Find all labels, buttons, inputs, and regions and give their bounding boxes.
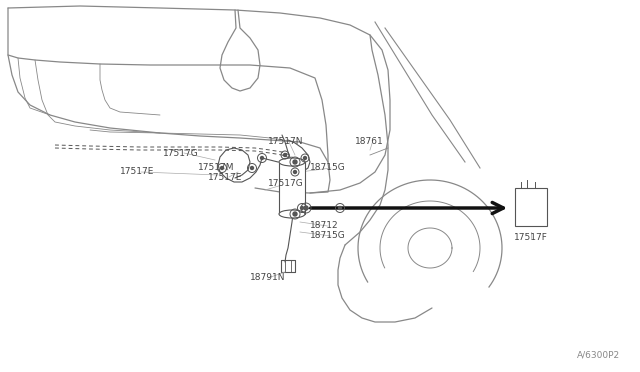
Text: 17517F: 17517F xyxy=(514,234,548,243)
Circle shape xyxy=(293,160,297,164)
Circle shape xyxy=(250,167,253,170)
Text: 17517E: 17517E xyxy=(120,167,154,176)
Text: 17517N: 17517N xyxy=(268,138,303,147)
Text: 18715G: 18715G xyxy=(310,164,346,173)
Circle shape xyxy=(260,157,264,160)
Text: 18712: 18712 xyxy=(310,221,339,231)
Bar xyxy=(515,188,547,226)
Circle shape xyxy=(294,170,296,173)
Circle shape xyxy=(293,212,297,216)
Text: 18715G: 18715G xyxy=(310,231,346,241)
Circle shape xyxy=(339,206,342,209)
Bar xyxy=(279,162,305,214)
Text: 17517E: 17517E xyxy=(208,173,243,182)
Text: 18761: 18761 xyxy=(355,138,384,147)
Text: 17517G: 17517G xyxy=(163,148,199,157)
Text: 17517G: 17517G xyxy=(268,179,304,187)
Ellipse shape xyxy=(279,158,305,166)
Text: A/6300P2: A/6300P2 xyxy=(577,351,620,360)
Text: 17517M: 17517M xyxy=(198,163,234,171)
Circle shape xyxy=(284,154,287,157)
Circle shape xyxy=(221,167,223,170)
Circle shape xyxy=(304,206,308,210)
Ellipse shape xyxy=(279,210,305,218)
Circle shape xyxy=(303,157,307,160)
Circle shape xyxy=(301,206,303,209)
Text: 18791N: 18791N xyxy=(250,273,285,282)
